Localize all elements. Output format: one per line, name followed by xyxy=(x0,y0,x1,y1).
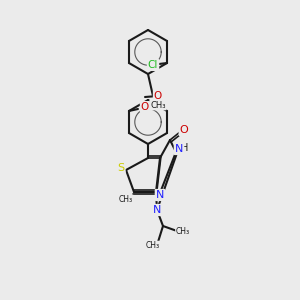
Text: Cl: Cl xyxy=(148,60,158,70)
Text: CH₃: CH₃ xyxy=(176,226,190,236)
Text: S: S xyxy=(117,163,124,173)
Text: CH₃: CH₃ xyxy=(119,196,133,205)
Text: O: O xyxy=(154,91,162,101)
Text: O: O xyxy=(141,102,149,112)
Text: N: N xyxy=(153,205,161,215)
Text: CH₃: CH₃ xyxy=(146,242,160,250)
Text: N: N xyxy=(156,190,164,200)
Text: O: O xyxy=(180,125,188,135)
Text: CH₃: CH₃ xyxy=(150,100,166,109)
Text: N: N xyxy=(175,144,183,154)
Text: H: H xyxy=(181,143,189,153)
